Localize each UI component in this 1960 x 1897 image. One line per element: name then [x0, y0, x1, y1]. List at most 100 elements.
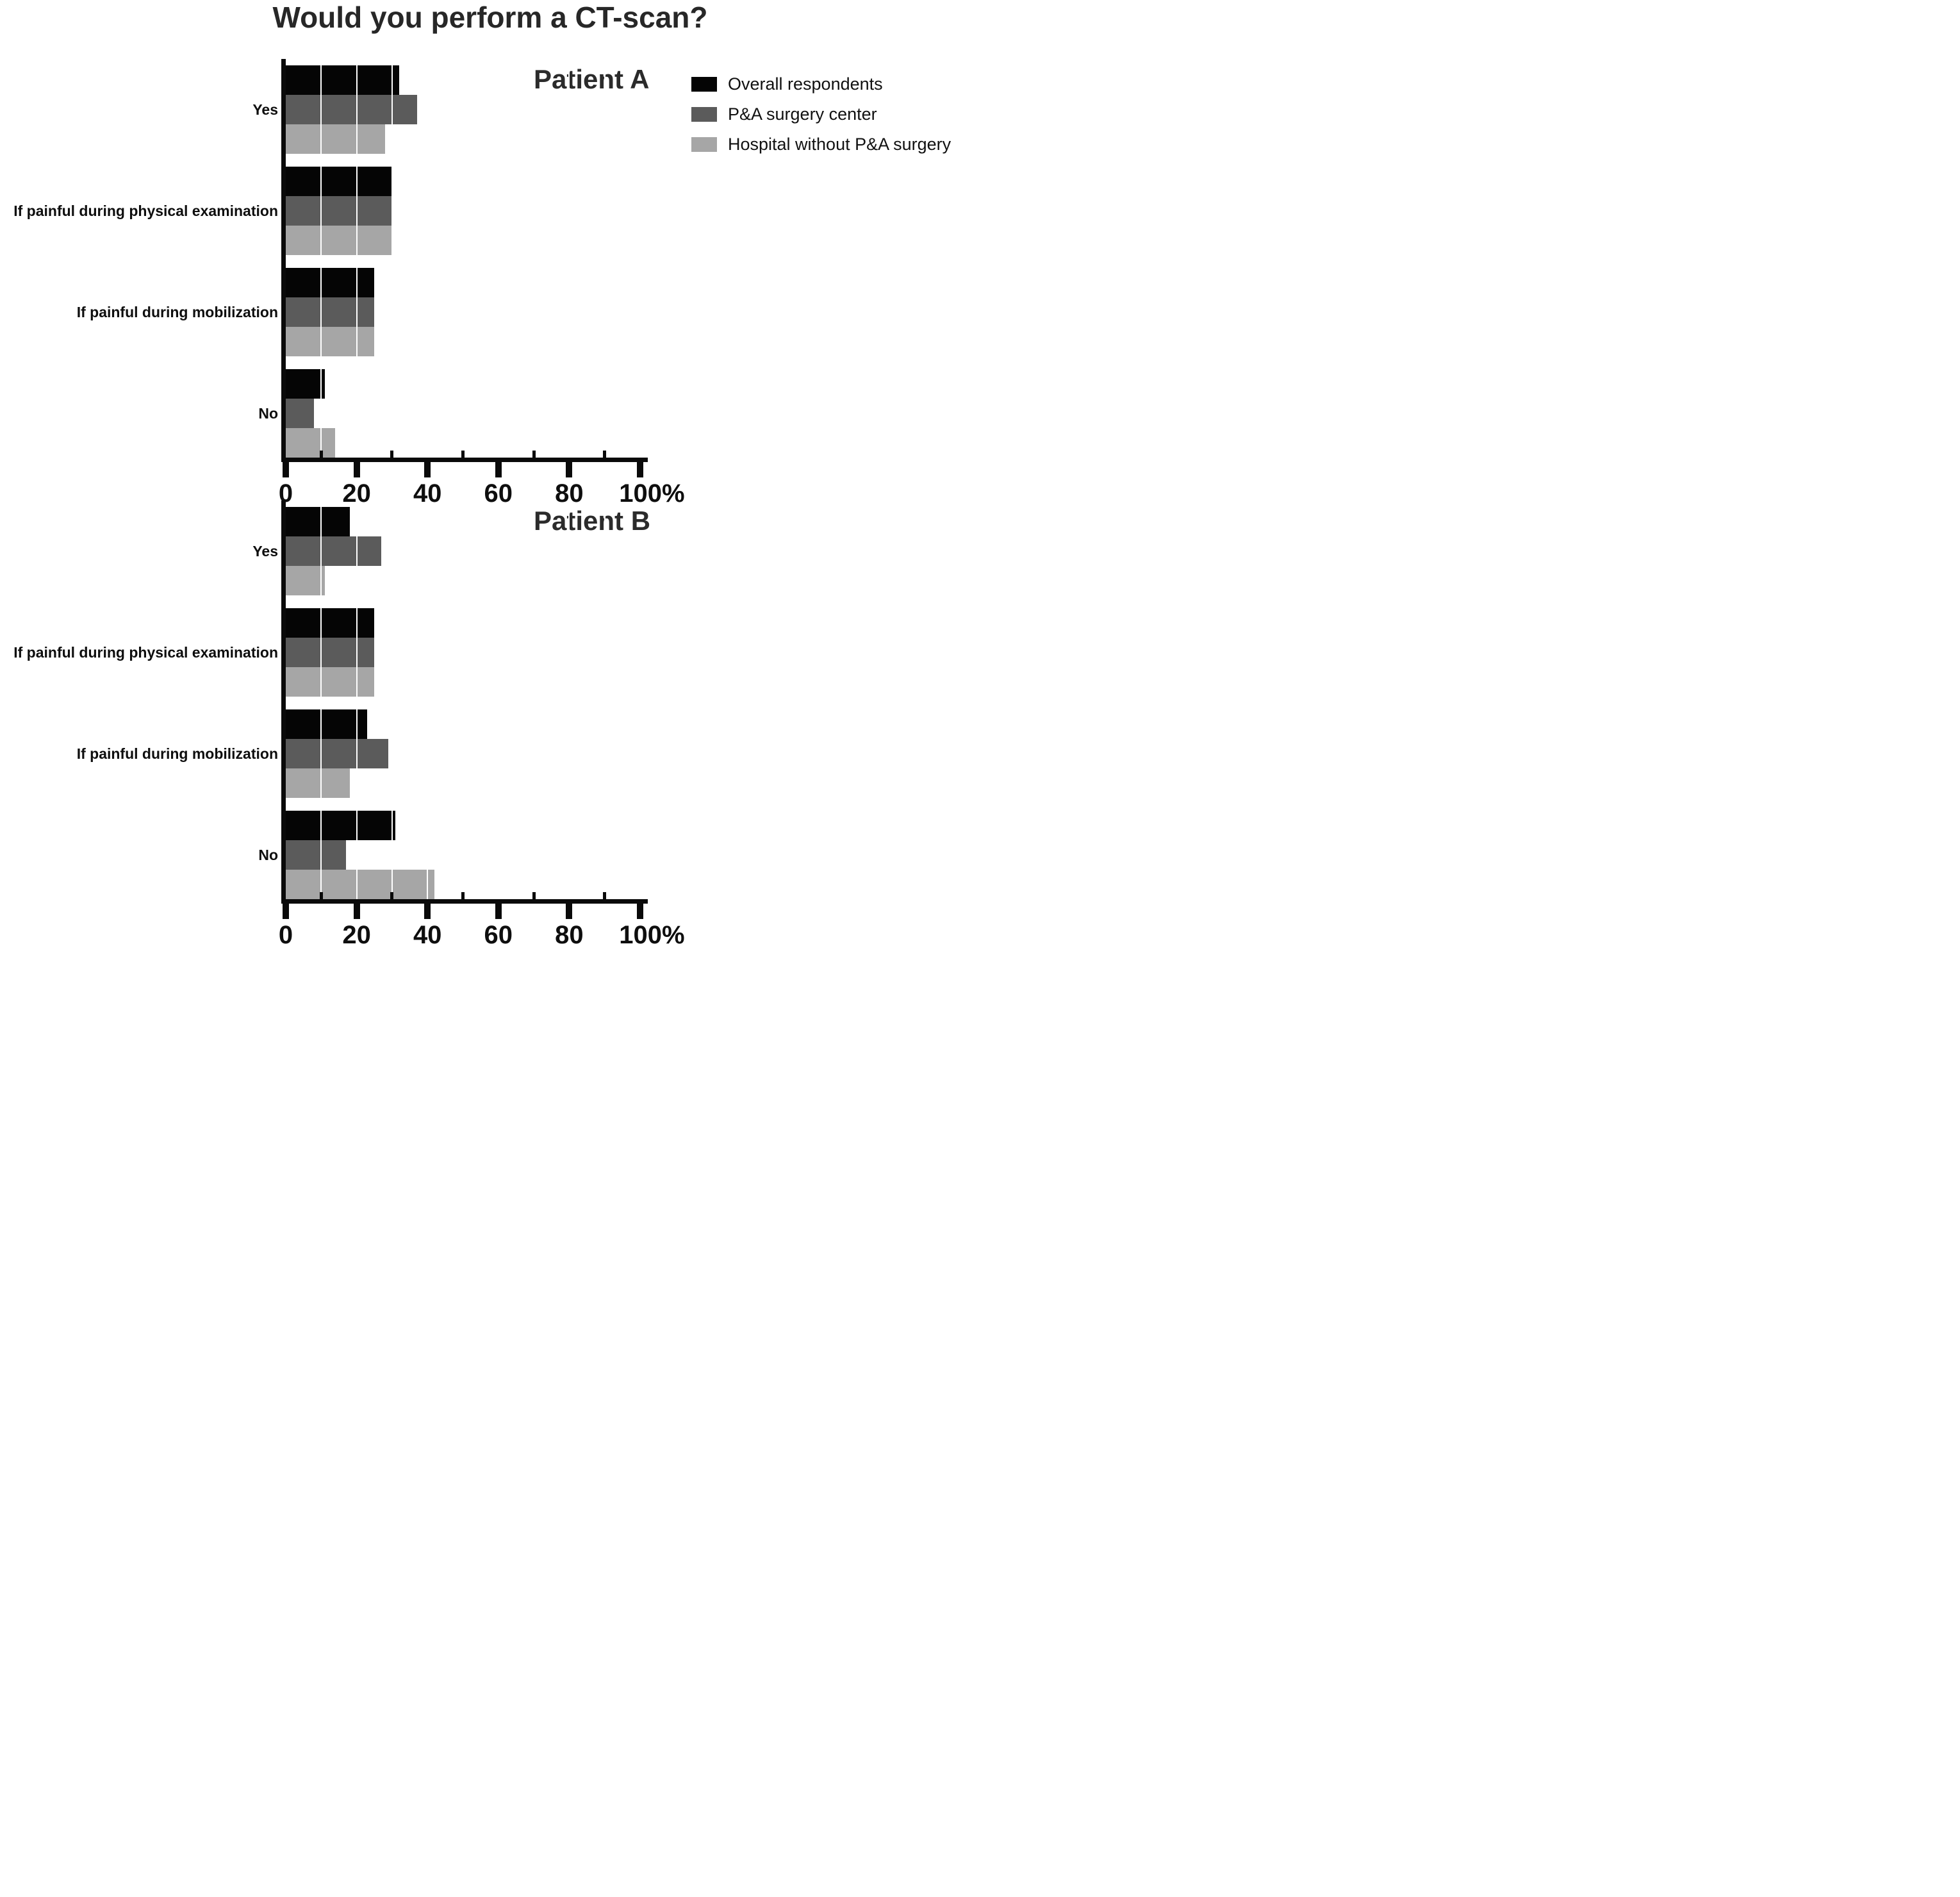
- bar: [286, 65, 399, 95]
- category-label: Yes: [252, 101, 278, 118]
- gridline: [356, 65, 358, 154]
- gridline: [462, 709, 464, 798]
- gridline: [462, 167, 464, 255]
- legend-item: P&A surgery center: [691, 104, 877, 124]
- gridline: [533, 167, 535, 255]
- gridline: [356, 167, 358, 255]
- gridline: [320, 268, 322, 356]
- gridline: [604, 709, 605, 798]
- panel-title: Patient A: [534, 64, 650, 94]
- y-axis-line: [281, 501, 286, 904]
- gridline: [320, 507, 322, 595]
- category-label: If painful during mobilization: [76, 745, 278, 762]
- tick-label: 100%: [619, 921, 685, 948]
- tick-label: 100%: [619, 479, 685, 508]
- gridline: [462, 811, 464, 899]
- gridline: [568, 65, 570, 154]
- gridline: [391, 608, 393, 697]
- legend-item-label: Hospital without P&A surgery: [728, 135, 951, 154]
- gridline: [391, 369, 393, 458]
- category-label: If painful during physical examination: [13, 203, 278, 219]
- gridline: [568, 369, 570, 458]
- bar: [286, 428, 336, 458]
- minor-tick: [603, 892, 607, 899]
- gridline: [533, 65, 535, 154]
- gridline: [462, 608, 464, 697]
- gridline: [356, 507, 358, 595]
- bar: [286, 226, 392, 255]
- gridline: [604, 167, 605, 255]
- x-axis-line: [281, 899, 648, 904]
- category-label: No: [258, 847, 278, 863]
- gridline: [604, 507, 605, 595]
- category-label: No: [258, 405, 278, 422]
- figure-title: Would you perform a CT-scan?: [272, 1, 708, 34]
- figure-canvas: Would you perform a CT-scan? Patient A Ye…: [0, 0, 980, 948]
- bar: [286, 167, 392, 196]
- legend-swatch: [691, 137, 717, 152]
- major-tick: [637, 904, 643, 919]
- minor-tick: [532, 451, 536, 458]
- gridline: [427, 608, 429, 697]
- tick-label: 80: [555, 479, 584, 508]
- major-tick: [566, 904, 573, 919]
- gridline: [568, 811, 570, 899]
- minor-tick: [390, 451, 394, 458]
- minor-tick: [319, 892, 323, 899]
- gridline: [320, 167, 322, 255]
- bar: [286, 369, 325, 399]
- gridline: [568, 608, 570, 697]
- gridline: [533, 507, 535, 595]
- x-axis-line: [281, 458, 648, 462]
- gridline: [320, 369, 322, 458]
- gridline: [604, 65, 605, 154]
- gridline: [497, 507, 499, 595]
- category-label: Yes: [252, 543, 278, 559]
- bar: [286, 327, 375, 356]
- gridline: [356, 369, 358, 458]
- bar: [286, 566, 325, 595]
- gridline: [391, 268, 393, 356]
- major-tick: [495, 462, 502, 477]
- bar: [286, 95, 417, 124]
- gridline: [427, 167, 429, 255]
- bar: [286, 709, 368, 739]
- gridline: [497, 811, 499, 899]
- legend-item-label: Overall respondents: [728, 74, 883, 94]
- gridline: [320, 811, 322, 899]
- tick-label: 40: [413, 921, 442, 948]
- gridline: [497, 268, 499, 356]
- gridline: [320, 608, 322, 697]
- major-tick: [495, 904, 502, 919]
- panel-title: Patient B: [534, 506, 651, 536]
- major-tick: [353, 904, 360, 919]
- tick-label: 20: [342, 921, 371, 948]
- gridline: [427, 811, 429, 899]
- gridline: [497, 167, 499, 255]
- gridline: [462, 65, 464, 154]
- gridline: [533, 268, 535, 356]
- bar: [286, 638, 375, 667]
- legend-item: Overall respondents: [691, 74, 883, 94]
- gridline: [568, 507, 570, 595]
- bar: [286, 268, 375, 297]
- gridline: [391, 709, 393, 798]
- gridline: [356, 608, 358, 697]
- gridline: [356, 709, 358, 798]
- legend-item-label: P&A surgery center: [728, 104, 877, 124]
- gridline: [568, 268, 570, 356]
- gridline: [462, 507, 464, 595]
- bar: [286, 811, 396, 840]
- legend-swatch: [691, 107, 717, 122]
- gridline: [497, 369, 499, 458]
- gridline: [533, 369, 535, 458]
- bar: [286, 297, 375, 327]
- bar: [286, 667, 375, 697]
- bar: [286, 399, 315, 428]
- gridline: [497, 608, 499, 697]
- minor-tick: [461, 451, 465, 458]
- bar: [286, 124, 385, 154]
- minor-tick: [461, 892, 465, 899]
- gridline: [533, 811, 535, 899]
- gridline: [391, 65, 393, 154]
